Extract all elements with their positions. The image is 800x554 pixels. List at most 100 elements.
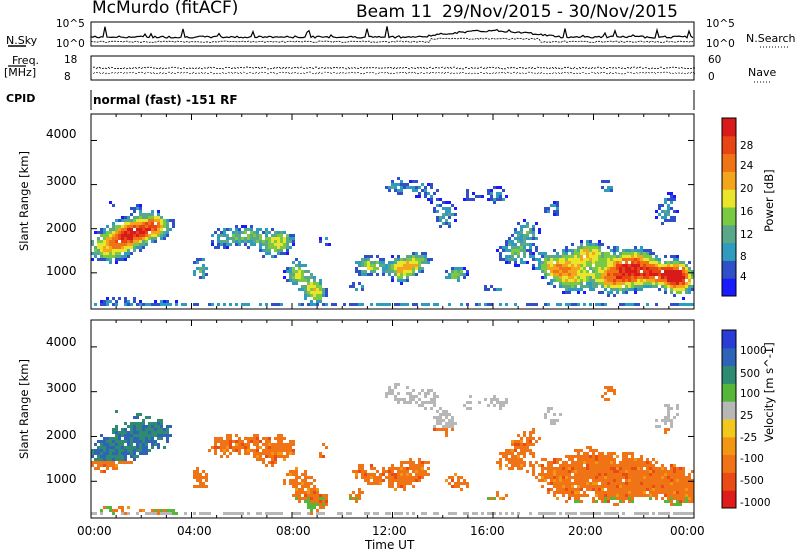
velocity-cell (115, 431, 118, 434)
freq-trace-mark (554, 66, 558, 70)
velocity-cell (238, 440, 241, 443)
velocity-cell (574, 467, 577, 470)
power-cell (658, 288, 661, 291)
velocity-cell (430, 398, 433, 401)
power-cell (400, 186, 403, 189)
freq-trace-mark (599, 67, 603, 70)
velocity-ytick: 2000 (46, 428, 77, 442)
power-ground-cell (679, 303, 682, 306)
power-cell (394, 189, 397, 192)
power-cell (619, 276, 622, 279)
nave-trace-mark (419, 71, 423, 74)
velocity-cell (220, 437, 223, 440)
nave-trace-mark (689, 71, 693, 74)
power-cell (586, 285, 589, 288)
velocity-cell (274, 455, 277, 458)
velocity-cell (592, 461, 595, 464)
power-cell (685, 291, 688, 294)
velocity-cell (586, 461, 589, 464)
power-ground-cell (535, 303, 538, 306)
velocity-cell (370, 473, 373, 476)
power-ground-cell (619, 303, 622, 306)
velocity-cell (124, 458, 127, 461)
velocity-cell (559, 470, 562, 473)
velocity-cell (580, 476, 583, 479)
power-cell (124, 243, 127, 246)
velocity-cell (637, 461, 640, 464)
power-cell (133, 225, 136, 228)
velocity-cell (307, 500, 310, 503)
nave-trace-mark (131, 71, 135, 74)
power-cell (115, 219, 118, 222)
power-cell (547, 264, 550, 267)
velocity-cell (235, 434, 238, 437)
nave-trace-mark (491, 72, 495, 74)
velocity-cell (550, 407, 553, 410)
velocity-cell (565, 467, 568, 470)
velocity-ytick: 1000 (46, 472, 77, 486)
velocity-cell (391, 389, 394, 392)
power-cell (133, 231, 136, 234)
power-cell (520, 258, 523, 261)
power-cell (637, 255, 640, 258)
power-cell (673, 282, 676, 285)
velocity-cell (454, 473, 457, 476)
velocity-cell (571, 494, 574, 497)
velocity-cell (100, 452, 103, 455)
velocity-cell (457, 479, 460, 482)
velocity-cell (424, 473, 427, 476)
freq-trace-mark (446, 66, 450, 69)
power-cell (583, 291, 586, 294)
nave-trace-mark (542, 73, 546, 75)
velocity-cell (418, 464, 421, 467)
velocity-cell (265, 464, 268, 467)
power-cell (535, 249, 538, 252)
power-cell (415, 255, 418, 258)
velocity-cell (193, 470, 196, 473)
power-cell (544, 261, 547, 264)
velocity-cell (364, 476, 367, 479)
velocity-cell (616, 482, 619, 485)
power-ground-cell (235, 303, 238, 306)
power-cell (607, 252, 610, 255)
power-cell (574, 276, 577, 279)
velocity-cell (247, 452, 250, 455)
velocity-cell (622, 467, 625, 470)
nave-trace-mark (659, 72, 663, 74)
velocity-cell (658, 467, 661, 470)
power-cell (397, 258, 400, 261)
power-cell (265, 240, 268, 243)
power-cell (121, 246, 124, 249)
velocity-cell (436, 395, 439, 398)
velocity-cell (394, 488, 397, 491)
power-cell (307, 294, 310, 297)
velocity-cell (553, 476, 556, 479)
velocity-cell (277, 440, 280, 443)
velocity-ground-cell (91, 512, 94, 515)
velocity-cell (244, 449, 247, 452)
power-cell (571, 276, 574, 279)
freq-trace-mark (338, 67, 342, 69)
power-cell (124, 231, 127, 234)
velocity-cell (658, 488, 661, 491)
velocity-cell (133, 455, 136, 458)
velocity-cell (403, 473, 406, 476)
velocity-ground-cell (319, 512, 322, 515)
velocity-cell (607, 500, 610, 503)
noise-tick-top-left: 10^5 (56, 18, 85, 30)
velocity-cell (523, 455, 526, 458)
power-cell (514, 252, 517, 255)
power-cell (406, 264, 409, 267)
velocity-cell (604, 464, 607, 467)
velocity-cell (556, 473, 559, 476)
power-cell (415, 186, 418, 189)
nave-trace-mark (614, 72, 618, 74)
power-cell (565, 270, 568, 273)
velocity-cell (445, 479, 448, 482)
velocity-cell (625, 464, 628, 467)
power-cell (235, 225, 238, 228)
power-cell (355, 270, 358, 273)
power-cell (646, 264, 649, 267)
velocity-cell (370, 482, 373, 485)
power-cell (610, 189, 613, 192)
